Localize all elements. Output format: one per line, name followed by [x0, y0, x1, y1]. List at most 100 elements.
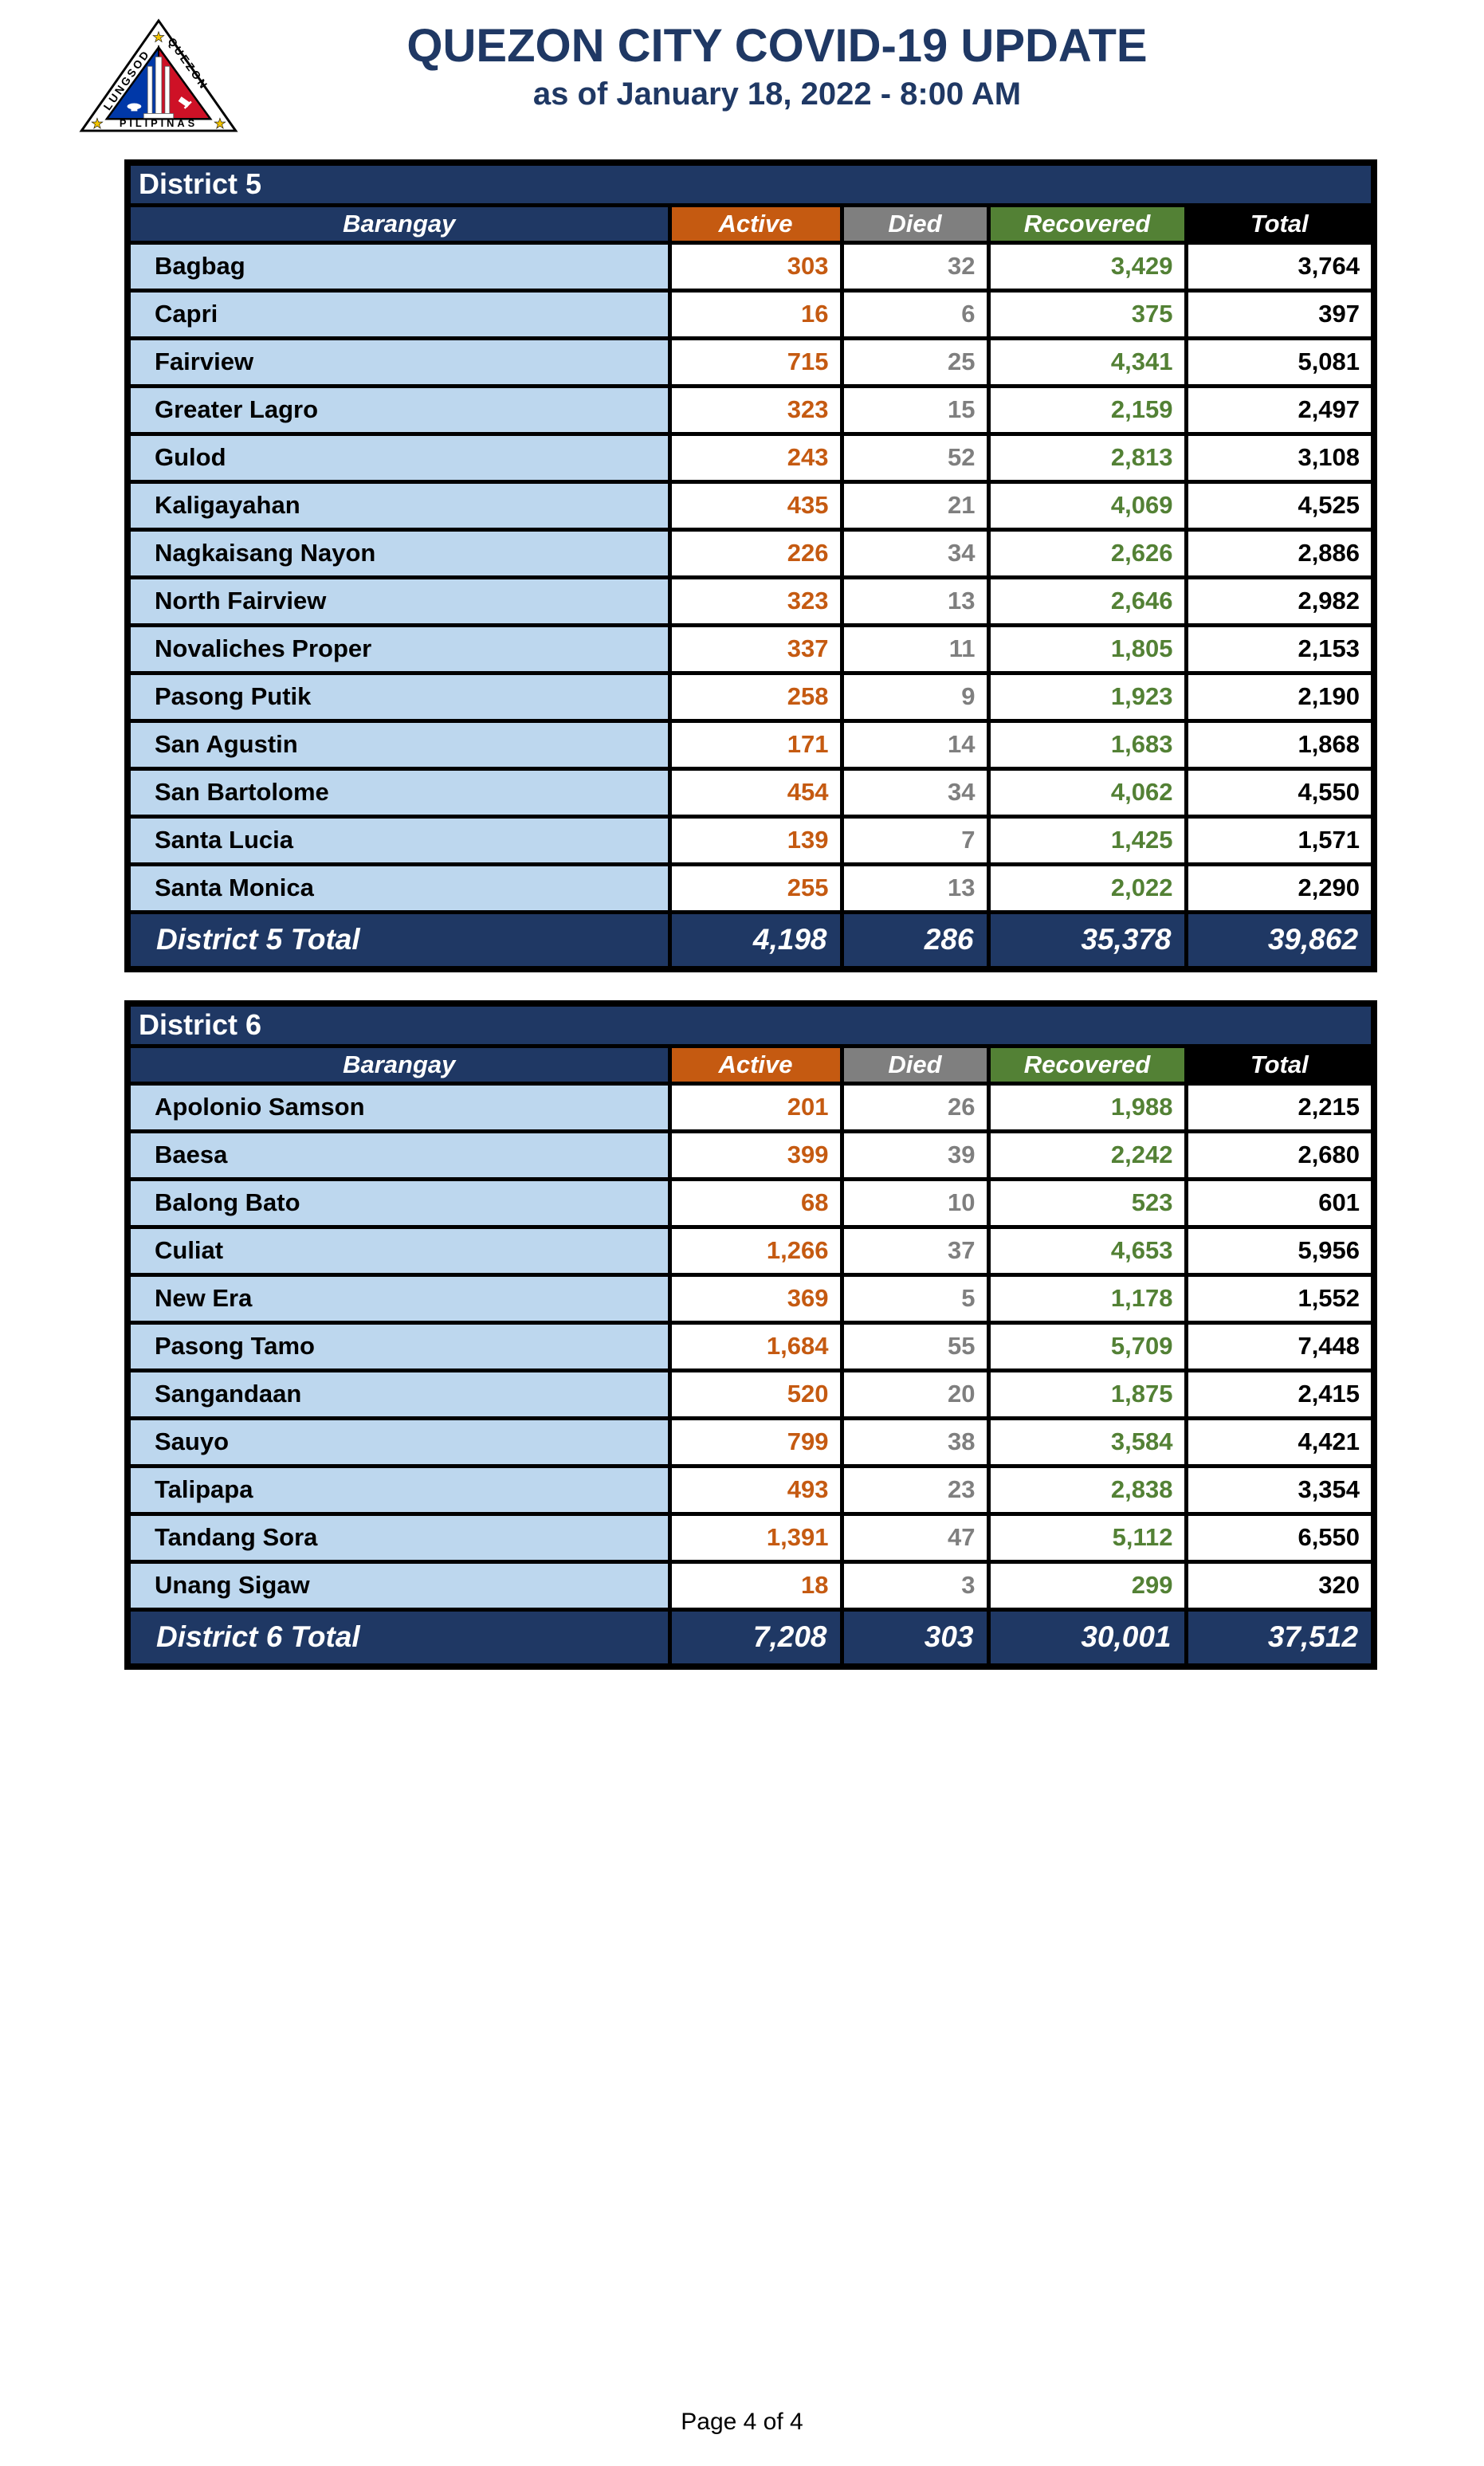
active-cell: 715 [667, 336, 844, 388]
barangay-cell: Balong Bato [125, 1176, 672, 1229]
total-cell: 4,525 [1184, 479, 1376, 532]
barangay-cell: New Era [125, 1272, 672, 1325]
active-cell: 799 [667, 1416, 844, 1468]
died-cell: 34 [839, 527, 991, 579]
active-column-header: Active [667, 202, 844, 245]
active-cell: 493 [667, 1463, 844, 1516]
total-cell: 7,448 [1184, 1320, 1376, 1372]
died-cell: 39 [839, 1129, 991, 1181]
died-cell: 47 [839, 1511, 991, 1564]
recovered-total-cell: 30,001 [986, 1607, 1188, 1669]
active-cell: 337 [667, 622, 844, 675]
active-cell: 139 [667, 814, 844, 866]
district-band-row: District 6 [125, 1001, 1376, 1048]
page-title: QUEZON CITY COVID-19 UPDATE [406, 20, 1148, 72]
page-header: ★ ★ ★ LUNGSOD QUEZON PILIPINAS QUEZON CI… [0, 0, 1484, 159]
total-column-header: Total [1184, 1043, 1376, 1086]
recovered-cell: 4,062 [986, 766, 1188, 819]
active-cell: 454 [667, 766, 844, 819]
svg-text:PILIPINAS: PILIPINAS [120, 117, 198, 129]
barangay-cell: Greater Lagro [125, 383, 672, 436]
active-cell: 255 [667, 862, 844, 914]
barangay-cell: Tandang Sora [125, 1511, 672, 1564]
recovered-cell: 1,425 [986, 814, 1188, 866]
active-cell: 258 [667, 670, 844, 723]
table-row: Novaliches Proper 337 11 1,805 2,153 [125, 622, 1376, 675]
table-row: Unang Sigaw 18 3 299 320 [125, 1559, 1376, 1612]
active-cell: 399 [667, 1129, 844, 1181]
died-cell: 37 [839, 1224, 991, 1277]
died-cell: 9 [839, 670, 991, 723]
recovered-cell: 3,429 [986, 240, 1188, 293]
star-icons: ★ ★ ★ [91, 29, 226, 132]
table-row: Sauyo 799 38 3,584 4,421 [125, 1416, 1376, 1468]
active-cell: 243 [667, 431, 844, 484]
table-row: New Era 369 5 1,178 1,552 [125, 1272, 1376, 1325]
died-cell: 13 [839, 862, 991, 914]
district-band-label: District 6 [125, 1001, 1376, 1048]
died-cell: 7 [839, 814, 991, 866]
recovered-cell: 523 [986, 1176, 1188, 1229]
total-cell: 2,215 [1184, 1081, 1376, 1133]
total-column-header: Total [1184, 202, 1376, 245]
barangay-cell: Sangandaan [125, 1368, 672, 1420]
table-row: San Bartolome 454 34 4,062 4,550 [125, 766, 1376, 819]
barangay-cell: Apolonio Samson [125, 1081, 672, 1133]
district-band-label: District 5 [125, 160, 1376, 207]
recovered-total-cell: 35,378 [986, 909, 1188, 972]
page-subtitle: as of January 18, 2022 - 8:00 AM [532, 76, 1022, 112]
recovered-cell: 2,242 [986, 1129, 1188, 1181]
recovered-cell: 1,683 [986, 718, 1188, 771]
active-cell: 226 [667, 527, 844, 579]
barangay-cell: Santa Lucia [125, 814, 672, 866]
district-5-table: District 5 Barangay Active Died Recovered Tot… [124, 159, 1378, 972]
table-row: San Agustin 171 14 1,683 1,868 [125, 718, 1376, 771]
total-cell: 4,421 [1184, 1416, 1376, 1468]
barangay-cell: Fairview [125, 336, 672, 388]
died-column-header: Died [839, 1043, 991, 1086]
table-row: Balong Bato 68 10 523 601 [125, 1176, 1376, 1229]
died-cell: 3 [839, 1559, 991, 1612]
district-tables-container: District 5 Barangay Active Died Recovered Tot… [124, 159, 1378, 1698]
recovered-cell: 2,626 [986, 527, 1188, 579]
barangay-cell: Pasong Tamo [125, 1320, 672, 1372]
barangay-cell: Gulod [125, 431, 672, 484]
recovered-cell: 2,646 [986, 575, 1188, 627]
total-cell: 2,497 [1184, 383, 1376, 436]
total-cell: 397 [1184, 288, 1376, 340]
district-total-row: District 5 Total 4,198 286 35,378 39,862 [125, 909, 1376, 972]
total-cell: 6,550 [1184, 1511, 1376, 1564]
barangay-cell: Santa Monica [125, 862, 672, 914]
recovered-cell: 299 [986, 1559, 1188, 1612]
barangay-cell: Culiat [125, 1224, 672, 1277]
column-header-row: Barangay Active Died Recovered Total [125, 1043, 1376, 1086]
active-cell: 1,684 [667, 1320, 844, 1372]
active-cell: 201 [667, 1081, 844, 1133]
recovered-column-header: Recovered [986, 1043, 1188, 1086]
recovered-cell: 2,813 [986, 431, 1188, 484]
district-total-label: District 5 Total [125, 909, 672, 972]
active-total-cell: 4,198 [667, 909, 844, 972]
table-row: Santa Lucia 139 7 1,425 1,571 [125, 814, 1376, 866]
svg-text:★: ★ [91, 116, 104, 132]
table-row: Apolonio Samson 201 26 1,988 2,215 [125, 1081, 1376, 1133]
table-row: Capri 16 6 375 397 [125, 288, 1376, 340]
district-total-row: District 6 Total 7,208 303 30,001 37,512 [125, 1607, 1376, 1669]
table-row: Culiat 1,266 37 4,653 5,956 [125, 1224, 1376, 1277]
recovered-cell: 4,341 [986, 336, 1188, 388]
table-row: Sangandaan 520 20 1,875 2,415 [125, 1368, 1376, 1420]
total-cell: 2,415 [1184, 1368, 1376, 1420]
total-total-cell: 37,512 [1184, 1607, 1376, 1669]
active-cell: 520 [667, 1368, 844, 1420]
recovered-cell: 1,988 [986, 1081, 1188, 1133]
died-total-cell: 286 [839, 909, 991, 972]
svg-text:★: ★ [214, 116, 226, 132]
barangay-cell: Baesa [125, 1129, 672, 1181]
active-cell: 303 [667, 240, 844, 293]
total-cell: 3,354 [1184, 1463, 1376, 1516]
recovered-cell: 2,159 [986, 383, 1188, 436]
died-cell: 21 [839, 479, 991, 532]
died-cell: 23 [839, 1463, 991, 1516]
district-6-table: District 6 Barangay Active Died Recovered Tot… [124, 1000, 1378, 1670]
total-cell: 4,550 [1184, 766, 1376, 819]
